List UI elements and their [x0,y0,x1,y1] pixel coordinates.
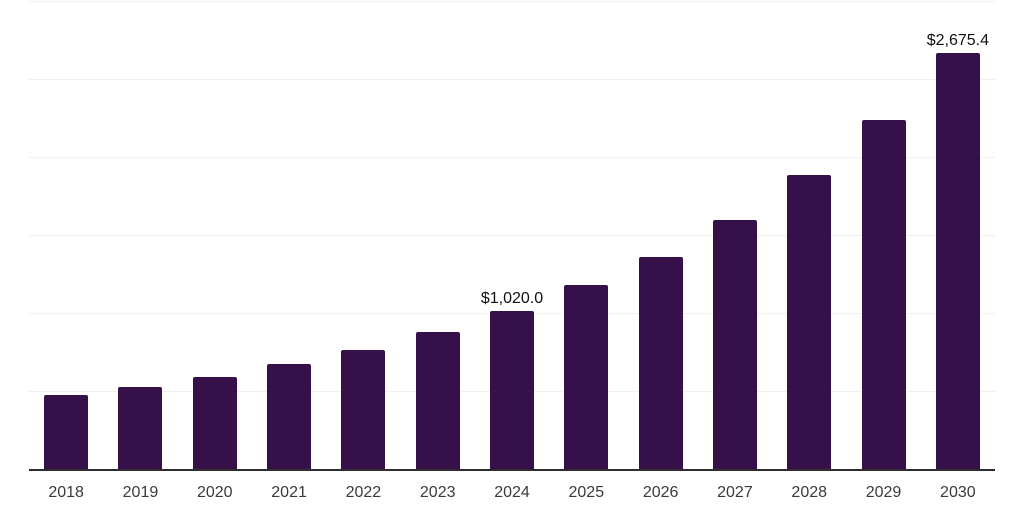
bar-2022 [341,349,386,470]
x-tick-2024: 2024 [494,484,530,501]
gridline [29,157,995,158]
x-tick-2027: 2027 [717,484,753,501]
gridline [29,1,995,2]
bar-2023 [415,332,460,470]
bar-2029 [861,119,906,470]
bar-2019 [118,387,163,470]
bar-2026 [638,256,683,470]
x-tick-2022: 2022 [345,484,382,501]
bar-2018 [44,395,89,470]
bar-2028 [787,174,832,470]
bar-value-label-2024: $1,020.0 [480,289,544,307]
bar-2027 [712,219,757,470]
bar-2024 [490,310,534,470]
bar-2020 [192,377,237,470]
x-tick-2028: 2028 [791,484,828,501]
x-tick-2029: 2029 [865,484,902,501]
x-tick-2020: 2020 [196,484,233,501]
x-tick-2019: 2019 [122,484,159,501]
plot-area: $1,020.0 $2,675.4 [29,1,995,470]
x-tick-2026: 2026 [642,484,679,501]
x-axis-line [29,469,995,471]
x-tick-2025: 2025 [568,484,605,501]
gridline [29,235,995,236]
bar-2030 [935,52,980,470]
x-tick-2023: 2023 [419,484,456,501]
gridline [29,79,995,80]
x-tick-2030: 2030 [940,484,976,501]
bar-2021 [267,363,312,470]
bar-2025 [564,285,609,470]
x-tick-2021: 2021 [271,484,307,501]
bar-value-label-2030: $2,675.4 [926,31,989,49]
x-tick-2018: 2018 [48,484,84,501]
